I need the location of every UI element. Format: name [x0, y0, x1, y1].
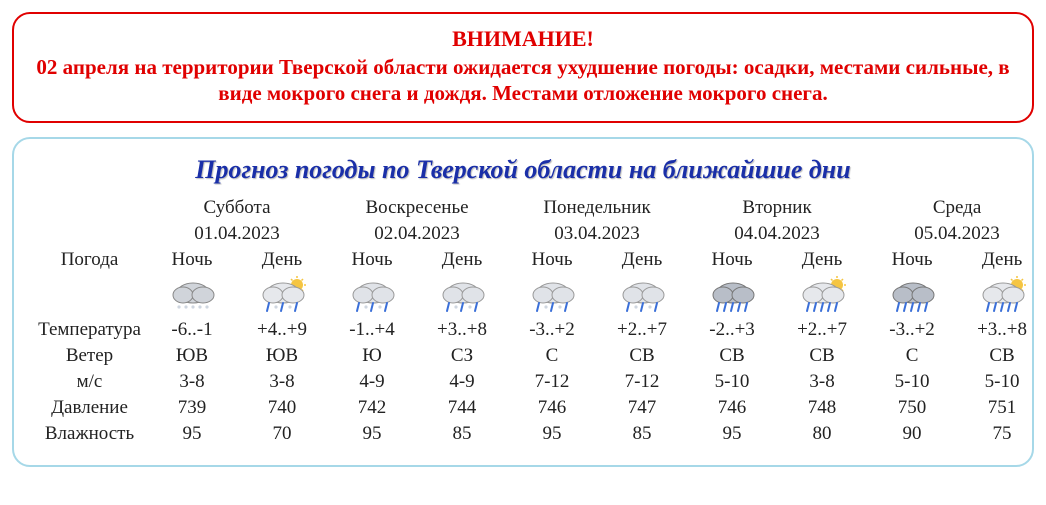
temp-night: -1..+4 [327, 317, 417, 343]
temp-night: -3..+2 [507, 317, 597, 343]
wind-dir: С [867, 343, 957, 369]
humidity: 90 [867, 421, 957, 447]
day-name: Воскресенье [327, 195, 507, 221]
row-label-pressure: Давление [32, 395, 147, 421]
wind-speed: 5-10 [687, 369, 777, 395]
humidity: 75 [957, 421, 1046, 447]
humidity: 95 [507, 421, 597, 447]
pressure: 746 [507, 395, 597, 421]
day-date: 04.04.2023 [687, 221, 867, 247]
forecast-table: СубботаВоскресеньеПонедельникВторникСред… [32, 195, 1046, 447]
day-name: Вторник [687, 195, 867, 221]
weather-icon [957, 273, 1046, 317]
sub-day: День [417, 247, 507, 273]
sub-day: День [957, 247, 1046, 273]
wind-speed: 5-10 [957, 369, 1046, 395]
weather-icon [147, 273, 237, 317]
alert-box: ВНИМАНИЕ! 02 апреля на территории Тверск… [12, 12, 1034, 123]
alert-title: ВНИМАНИЕ! [34, 26, 1012, 52]
weather-icon [867, 273, 957, 317]
pressure: 744 [417, 395, 507, 421]
wind-dir: ЮВ [147, 343, 237, 369]
day-date: 02.04.2023 [327, 221, 507, 247]
temp-day: +3..+8 [417, 317, 507, 343]
weather-icon [237, 273, 327, 317]
wind-dir: СВ [597, 343, 687, 369]
sub-day: День [777, 247, 867, 273]
weather-icon [417, 273, 507, 317]
wind-dir: Ю [327, 343, 417, 369]
wind-dir: ЮВ [237, 343, 327, 369]
sub-night: Ночь [147, 247, 237, 273]
pressure: 742 [327, 395, 417, 421]
sub-day: День [237, 247, 327, 273]
forecast-box: Прогноз погоды по Тверской области на бл… [12, 137, 1034, 467]
weather-icon [597, 273, 687, 317]
temp-day: +4..+9 [237, 317, 327, 343]
alert-body: 02 апреля на территории Тверской области… [34, 54, 1012, 107]
pressure: 747 [597, 395, 687, 421]
sub-night: Ночь [687, 247, 777, 273]
pressure: 751 [957, 395, 1046, 421]
row-label-wind: Ветер [32, 343, 147, 369]
wind-speed: 4-9 [327, 369, 417, 395]
row-label-temperature: Температура [32, 317, 147, 343]
pressure: 750 [867, 395, 957, 421]
temp-night: -3..+2 [867, 317, 957, 343]
wind-speed: 7-12 [597, 369, 687, 395]
day-date: 01.04.2023 [147, 221, 327, 247]
weather-icon [507, 273, 597, 317]
wind-speed: 3-8 [147, 369, 237, 395]
humidity: 95 [327, 421, 417, 447]
wind-dir: СЗ [417, 343, 507, 369]
temp-day: +2..+7 [777, 317, 867, 343]
humidity: 80 [777, 421, 867, 447]
wind-dir: СВ [957, 343, 1046, 369]
forecast-title: Прогноз погоды по Тверской области на бл… [32, 155, 1014, 185]
pressure: 746 [687, 395, 777, 421]
weather-icon [687, 273, 777, 317]
wind-speed: 4-9 [417, 369, 507, 395]
wind-dir: СВ [777, 343, 867, 369]
wind-speed: 3-8 [237, 369, 327, 395]
sub-night: Ночь [867, 247, 957, 273]
row-label-weather: Погода [32, 247, 147, 273]
row-label-humidity: Влажность [32, 421, 147, 447]
humidity: 95 [687, 421, 777, 447]
wind-speed: 7-12 [507, 369, 597, 395]
pressure: 740 [237, 395, 327, 421]
temp-day: +2..+7 [597, 317, 687, 343]
day-date: 03.04.2023 [507, 221, 687, 247]
day-name: Понедельник [507, 195, 687, 221]
sub-day: День [597, 247, 687, 273]
day-name: Среда [867, 195, 1046, 221]
temp-night: -6..-1 [147, 317, 237, 343]
wind-speed: 5-10 [867, 369, 957, 395]
day-date: 05.04.2023 [867, 221, 1046, 247]
weather-icon [777, 273, 867, 317]
pressure: 739 [147, 395, 237, 421]
temp-night: -2..+3 [687, 317, 777, 343]
wind-speed: 3-8 [777, 369, 867, 395]
humidity: 70 [237, 421, 327, 447]
weather-icon [327, 273, 417, 317]
humidity: 95 [147, 421, 237, 447]
wind-dir: СВ [687, 343, 777, 369]
day-name: Суббота [147, 195, 327, 221]
temp-day: +3..+8 [957, 317, 1046, 343]
sub-night: Ночь [327, 247, 417, 273]
row-label-wind-speed: м/с [32, 369, 147, 395]
humidity: 85 [597, 421, 687, 447]
sub-night: Ночь [507, 247, 597, 273]
humidity: 85 [417, 421, 507, 447]
pressure: 748 [777, 395, 867, 421]
wind-dir: С [507, 343, 597, 369]
